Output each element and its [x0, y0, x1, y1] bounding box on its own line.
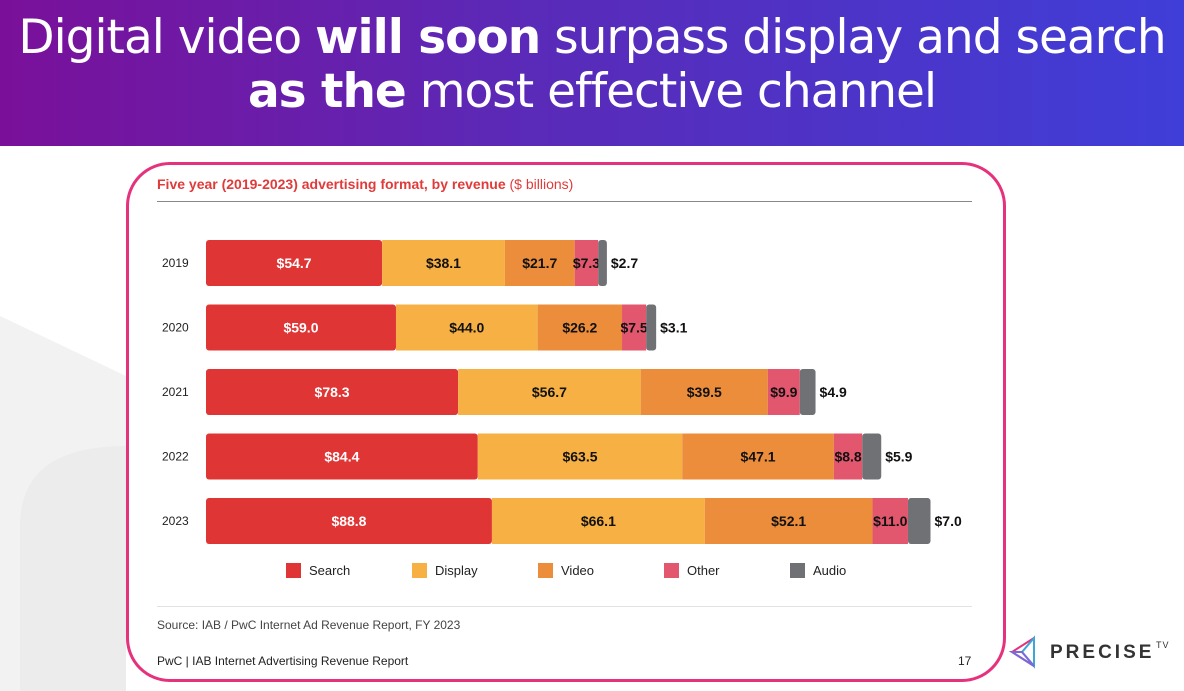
category-label: 2021 [162, 385, 189, 399]
source-note: Source: IAB / PwC Internet Ad Revenue Re… [157, 618, 461, 632]
bar-segment-search [206, 433, 478, 480]
data-label-video: $47.1 [741, 449, 776, 465]
bar-segment-other [574, 240, 599, 286]
data-label-search: $54.7 [277, 255, 312, 271]
logo-mark-icon [1008, 635, 1035, 669]
data-label-audio: $7.0 [935, 513, 962, 529]
data-label-other: $7.3 [573, 255, 600, 271]
data-label-display: $63.5 [562, 449, 597, 465]
data-label-other: $7.5 [620, 320, 647, 336]
legend-swatch [286, 563, 301, 578]
title-divider [157, 201, 972, 202]
bar-row-2020: 2020 $59.0 $44.0 $26.2 $7.5 $3.1 [162, 304, 688, 351]
data-label-video: $52.1 [771, 513, 806, 529]
bar-segment-other [767, 369, 800, 415]
data-label-display: $44.0 [449, 320, 484, 336]
bar-segment-display [491, 498, 705, 544]
bar-segment-display [382, 240, 505, 286]
data-label-audio: $3.1 [660, 320, 687, 336]
headline-bold-text: as the [247, 64, 407, 119]
category-label: 2022 [162, 450, 189, 464]
legend-swatch [538, 563, 553, 578]
logo-wordmark: PRECISE [1050, 642, 1155, 663]
stacked-bar-chart: 2019 $54.7 $38.1 $21.7 $7.3 $2.7 2020 $59.0 $44.… [162, 240, 962, 544]
source-divider [157, 606, 972, 607]
legend-label: Audio [813, 563, 847, 578]
data-label-display: $38.1 [426, 255, 461, 271]
footer-report-name: PwC | IAB Internet Advertising Revenue R… [157, 654, 409, 668]
data-label-search: $59.0 [283, 320, 318, 336]
data-label-other: $9.9 [770, 384, 797, 400]
data-label-other: $8.8 [834, 449, 861, 465]
legend-swatch [664, 563, 679, 578]
bar-segment-audio [598, 240, 607, 286]
legend-label: Display [435, 563, 478, 578]
bar-segment-other [872, 498, 908, 544]
bar-row-2023: 2023 $88.8 $66.1 $52.1 $11.0 $7.0 [162, 498, 962, 544]
logo-superscript: TV [1156, 640, 1170, 650]
bar-segment-display [458, 369, 641, 415]
chart-title: Five year (2019-2023) advertising format… [157, 176, 573, 192]
data-label-other: $11.0 [873, 513, 907, 529]
data-label-video: $21.7 [522, 255, 557, 271]
headline-bold-text: will soon [315, 10, 541, 65]
bar-segment-video [537, 304, 623, 351]
data-label-display: $66.1 [581, 513, 616, 529]
category-label: 2023 [162, 514, 189, 528]
bar-segment-search [206, 369, 459, 415]
chart-legend: Search Display Video Other Audio [286, 562, 886, 580]
bar-row-2022: 2022 $84.4 $63.5 $47.1 $8.8 $5.9 [162, 433, 913, 480]
data-label-search: $88.8 [331, 513, 366, 529]
background-decoration [0, 316, 126, 691]
bar-segment-audio [799, 369, 816, 415]
bar-segment-video [682, 433, 834, 480]
data-label-search: $84.4 [324, 449, 359, 465]
bar-segment-video [504, 240, 575, 286]
bar-segment-other [833, 433, 863, 480]
category-label: 2020 [162, 321, 189, 335]
legend-swatch [412, 563, 427, 578]
bar-segment-other [622, 304, 647, 351]
headline-text: surpass display and search [540, 10, 1166, 65]
legend-label: Video [561, 563, 595, 578]
slide-header: Digital video will soon surpass display … [0, 0, 1184, 146]
footer-page-number: 17 [958, 654, 972, 668]
headline-text: most effective channel [405, 64, 937, 119]
data-label-video: $39.5 [687, 384, 722, 400]
legend-label: Search [309, 563, 351, 578]
legend-label: Other [687, 563, 720, 578]
data-label-audio: $4.9 [820, 384, 847, 400]
data-label-display: $56.7 [532, 384, 567, 400]
bar-row-2019: 2019 $54.7 $38.1 $21.7 $7.3 $2.7 [162, 240, 638, 286]
data-label-search: $78.3 [315, 384, 350, 400]
bar-segment-audio [862, 433, 882, 480]
bar-segment-search [206, 240, 383, 286]
bar-segment-search [206, 498, 492, 544]
bar-row-2021: 2021 $78.3 $56.7 $39.5 $9.9 $4.9 [162, 369, 847, 415]
bar-segment-display [477, 433, 683, 480]
bar-segment-audio [646, 304, 657, 351]
category-label: 2019 [162, 256, 189, 270]
headline-line-1: Digital video will soon surpass display … [0, 10, 1184, 66]
bar-segment-display [395, 304, 538, 351]
headline-text: Digital video [18, 10, 316, 65]
data-label-audio: $2.7 [611, 255, 638, 271]
chart-title-unit: ($ billions) [505, 176, 574, 192]
chart-title-text: Five year (2019-2023) advertising format… [157, 176, 506, 192]
bar-segment-audio [907, 498, 931, 544]
precise-tv-logo: PRECISE TV [1008, 634, 1178, 670]
bar-segment-search [206, 304, 396, 351]
bar-segment-video [640, 369, 768, 415]
data-label-video: $26.2 [562, 320, 597, 336]
legend-swatch [790, 563, 805, 578]
headline-line-2: as the most effective channel [0, 64, 1184, 120]
bar-segment-video [704, 498, 873, 544]
data-label-audio: $5.9 [885, 449, 912, 465]
